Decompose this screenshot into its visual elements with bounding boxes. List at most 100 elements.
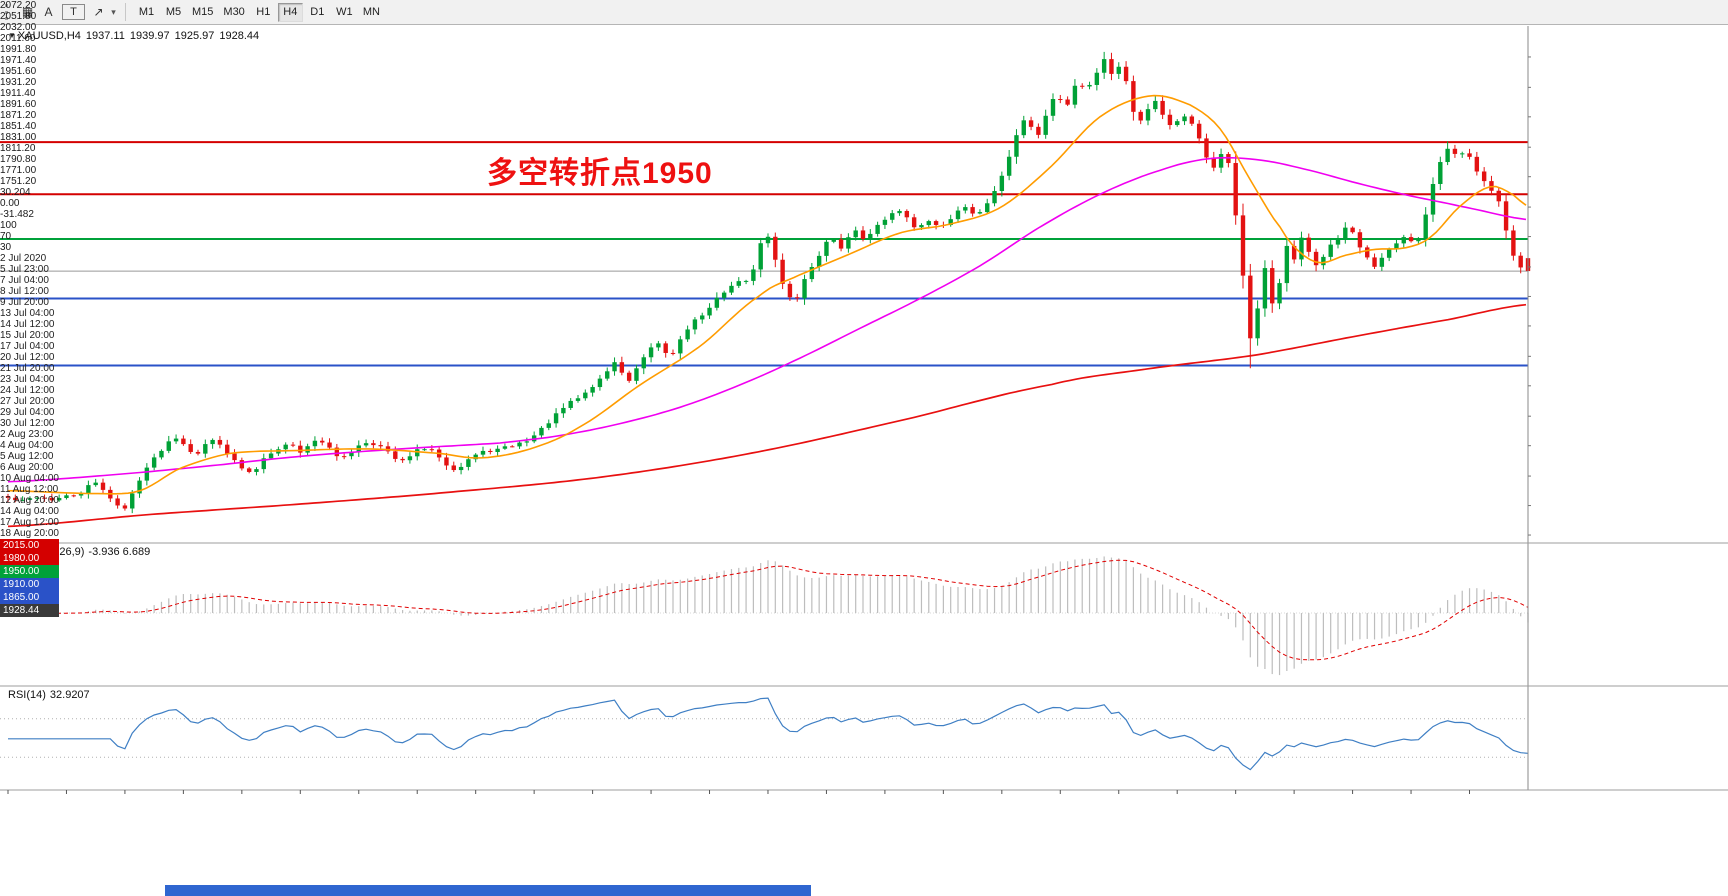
ohlc-high: 1939.97 bbox=[129, 30, 170, 42]
timeframe-m15-button[interactable]: M15 bbox=[188, 3, 217, 22]
timeframe-w1-button[interactable]: W1 bbox=[332, 3, 357, 22]
price-axis-tick: 1831.00 bbox=[0, 132, 37, 143]
indicator-axis-tick: 70 bbox=[0, 231, 12, 242]
time-axis-label: 2 Aug 23:00 bbox=[0, 429, 54, 440]
cursor-arrow-tool[interactable]: ↗ bbox=[93, 5, 104, 19]
time-axis[interactable] bbox=[0, 790, 1528, 812]
time-axis-label: 29 Jul 04:00 bbox=[0, 407, 55, 418]
price-badge-1910.00: 1910.00 bbox=[0, 578, 59, 591]
timeframe-mn-button[interactable]: MN bbox=[359, 3, 384, 22]
top-toolbar: ▦ A T ↗ ▾ M1 M5 M15 M30 H1 H4 D1 W1 MN bbox=[0, 0, 1728, 25]
time-axis-label: 13 Jul 04:00 bbox=[0, 308, 55, 319]
timeframe-h1-button[interactable]: H1 bbox=[251, 3, 276, 22]
bottom-blue-bar[interactable] bbox=[165, 885, 811, 896]
macd-values: -3.936 6.689 bbox=[88, 546, 151, 558]
price-axis-tick: 1811.20 bbox=[0, 143, 36, 154]
time-axis-label: 11 Aug 12:00 bbox=[0, 484, 59, 495]
moving-averages-layer bbox=[7, 94, 1527, 528]
timeframe-m5-button[interactable]: M5 bbox=[161, 3, 186, 22]
time-axis-label: 9 Jul 20:00 bbox=[0, 297, 49, 308]
price-badge-2015.00: 2015.00 bbox=[0, 539, 59, 552]
price-axis-tick: 1951.60 bbox=[0, 66, 37, 77]
price-axis-tick: 2072.20 bbox=[0, 0, 37, 11]
symbol-marker-icon: ▼ bbox=[8, 31, 16, 40]
time-axis-label: 23 Jul 04:00 bbox=[0, 374, 55, 385]
rsi-name: RSI(14) bbox=[8, 689, 46, 701]
time-axis-label: 30 Jul 12:00 bbox=[0, 418, 55, 429]
time-axis-label: 17 Jul 04:00 bbox=[0, 341, 55, 352]
rsi-indicator-label: RSI(14) 32.9207 bbox=[8, 689, 94, 701]
time-axis-label: 10 Aug 04:00 bbox=[0, 473, 59, 484]
chrome-layer bbox=[0, 26, 1728, 794]
time-axis-label: 18 Aug 20:00 bbox=[0, 528, 59, 539]
chart-grid-icon[interactable]: ▦ bbox=[21, 5, 34, 19]
time-axis-label: 27 Jul 20:00 bbox=[0, 396, 55, 407]
timeframe-group: M1 M5 M15 M30 H1 H4 D1 W1 MN bbox=[133, 2, 385, 22]
indicator-layer bbox=[0, 556, 1529, 771]
time-axis-label: 21 Jul 20:00 bbox=[0, 363, 55, 374]
price-axis-tick: 1991.80 bbox=[0, 44, 37, 55]
macd-signal-line bbox=[7, 559, 1529, 661]
indicator-axis-tick: 0.00 bbox=[0, 198, 20, 209]
time-axis-label: 8 Jul 12:00 bbox=[0, 286, 49, 297]
price-badge-1950.00: 1950.00 bbox=[0, 565, 59, 578]
cursor-dropdown-icon[interactable]: ▾ bbox=[111, 7, 116, 17]
toolbar-separator bbox=[125, 3, 126, 21]
symbol-period-label: XAUUSD,H4 bbox=[17, 30, 81, 42]
chart-graphics[interactable] bbox=[0, 26, 1728, 896]
price-badge-1865.00: 1865.00 bbox=[0, 591, 59, 604]
price-axis[interactable] bbox=[1528, 26, 1728, 790]
time-axis-label: 2 Jul 2020 bbox=[0, 253, 47, 264]
chart-annotation-text[interactable]: 多空转折点1950 bbox=[487, 157, 713, 190]
time-axis-label: 14 Jul 12:00 bbox=[0, 319, 55, 330]
toolbar-drag-handle[interactable] bbox=[5, 4, 11, 20]
time-axis-label: 4 Aug 04:00 bbox=[0, 440, 54, 451]
timeframe-m30-button[interactable]: M30 bbox=[219, 3, 248, 22]
time-axis-label: 24 Jul 12:00 bbox=[0, 385, 55, 396]
price-axis-tick: 1871.20 bbox=[0, 110, 37, 121]
price-axis-tick: 2011.60 bbox=[0, 33, 36, 44]
time-axis-label: 17 Aug 12:00 bbox=[0, 517, 59, 528]
price-axis-tick: 2032.00 bbox=[0, 22, 37, 33]
time-axis-label: 20 Jul 12:00 bbox=[0, 352, 55, 363]
time-axis-label: 12 Aug 20:00 bbox=[0, 495, 59, 506]
price-axis-tick: 1891.60 bbox=[0, 99, 37, 110]
time-axis-label: 6 Aug 20:00 bbox=[0, 462, 54, 473]
candles-layer bbox=[5, 51, 1531, 514]
current-price-badge: 1928.44 bbox=[0, 604, 59, 617]
font-a-tool[interactable]: A bbox=[44, 5, 53, 19]
price-axis-tick: 2051.80 bbox=[0, 11, 37, 22]
chart-info-line: ▼ XAUUSD,H4 1937.11 1939.97 1925.97 1928.44 bbox=[8, 30, 264, 42]
tools-group: ▦ A T ↗ ▾ bbox=[17, 3, 118, 21]
time-axis-label: 14 Aug 04:00 bbox=[0, 506, 59, 517]
price-axis-tick: 1911.40 bbox=[0, 88, 36, 99]
price-axis-tick: 1931.20 bbox=[0, 77, 37, 88]
price-axis-tick: 1771.00 bbox=[0, 165, 37, 176]
timeframe-m1-button[interactable]: M1 bbox=[134, 3, 159, 22]
ma-fast-line bbox=[7, 94, 1527, 495]
ma-slow-line bbox=[7, 303, 1527, 528]
timeframe-d1-button[interactable]: D1 bbox=[305, 3, 330, 22]
indicator-axis-tick: -31.482 bbox=[0, 209, 34, 220]
rsi-value: 32.9207 bbox=[49, 689, 90, 701]
ohlc-open: 1937.11 bbox=[85, 30, 125, 42]
time-axis-label: 5 Jul 23:00 bbox=[0, 264, 49, 275]
indicator-axis-tick: 100 bbox=[0, 220, 17, 231]
price-axis-tick: 1971.40 bbox=[0, 55, 37, 66]
price-axis-tick: 1790.80 bbox=[0, 154, 37, 165]
indicator-axis-tick: 30.204 bbox=[0, 187, 31, 198]
ohlc-close: 1928.44 bbox=[219, 30, 260, 42]
rsi-line bbox=[8, 697, 1529, 771]
price-axis-tick: 1851.40 bbox=[0, 121, 37, 132]
time-axis-label: 5 Aug 12:00 bbox=[0, 451, 54, 462]
text-label-tool[interactable]: T bbox=[62, 4, 85, 20]
indicator-axis-tick: 30 bbox=[0, 242, 12, 253]
timeframe-h4-button[interactable]: H4 bbox=[277, 2, 303, 22]
time-axis-label: 7 Jul 04:00 bbox=[0, 275, 49, 286]
time-axis-label: 15 Jul 20:00 bbox=[0, 330, 55, 341]
ohlc-low: 1925.97 bbox=[174, 30, 215, 42]
dynamic-labels: 2072.20 2051.80 2032.00 2011.60 1991.80 1971.… bbox=[0, 0, 59, 617]
price-badge-1980.00: 1980.00 bbox=[0, 552, 59, 565]
